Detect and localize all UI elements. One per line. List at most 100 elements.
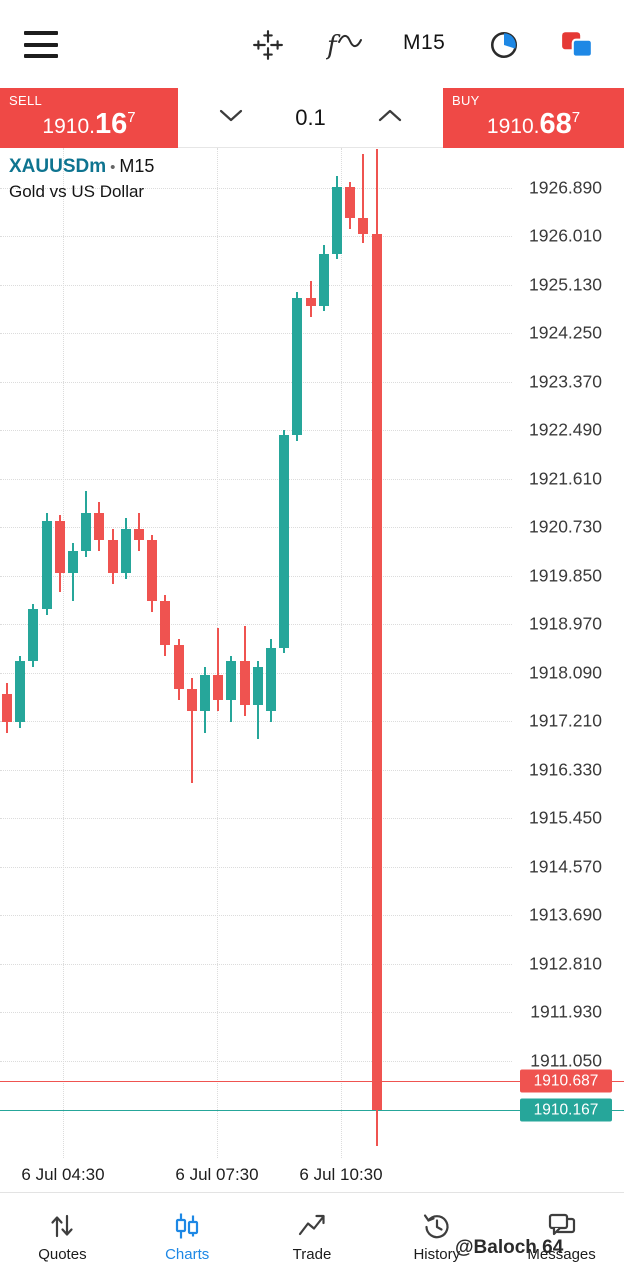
candle-body [54,520,65,574]
symbol-description: Gold vs US Dollar [9,182,145,201]
hamburger-icon [24,42,58,47]
candle-body [2,694,12,722]
gridline-horizontal [0,575,512,577]
chevron-down-icon [219,109,243,122]
gridline-horizontal [0,527,512,529]
candle-body [332,187,342,254]
quotes-icon [51,1214,73,1237]
price-axis-label: 1926.010 [525,225,602,247]
pie-clock-icon [490,31,518,59]
top-toolbar: f M15 [0,0,624,88]
candle-body [68,551,78,574]
lot-decrease-button[interactable] [214,105,248,130]
crosshair-button[interactable] [252,29,284,61]
chart-area: 1926.890 1926.010 1925.130 1924.250 1923.370… [0,148,624,1192]
price-axis-label: 1921.610 [525,468,602,490]
trade-icon [298,1214,325,1235]
price-axis-label: 1911.050 [526,1050,602,1072]
price-axis-label: 1918.090 [525,662,602,684]
indicators-icon: f [325,31,362,61]
gridline-horizontal [0,769,512,771]
nav-item-messages[interactable]: Messages [499,1193,624,1280]
gridline-horizontal [0,1012,512,1014]
sessions-button[interactable] [488,29,520,61]
buy-label: BUY [452,93,480,108]
nav-label: Messages [527,1245,596,1263]
menu-button[interactable] [24,31,58,58]
lot-value[interactable]: 0.1 [295,104,326,130]
candle-body [358,217,369,235]
candle-body [134,529,144,541]
gridline-horizontal [0,430,512,432]
time-axis-label: 6 Jul 07:30 [175,1165,259,1184]
gridline-horizontal [0,236,512,238]
objects-button[interactable] [560,29,593,61]
candle-body [173,644,184,689]
nav-item-charts[interactable]: Charts [125,1193,250,1280]
candle-body [147,540,158,601]
gridline-horizontal [0,188,512,189]
nav-item-trade[interactable]: Trade [250,1193,375,1280]
nav-label: Quotes [38,1245,87,1263]
hamburger-icon [24,54,58,58]
candle-body [107,540,118,574]
price-axis-label: 1915.450 [525,807,602,829]
candle-wick [217,628,220,711]
candle-body [345,187,356,218]
gridline-horizontal [0,721,512,723]
price-axis-label: 1924.250 [525,322,602,344]
lot-increase-button[interactable] [373,105,407,130]
symbol-separator: • [110,159,116,176]
gridline-horizontal [0,478,512,480]
gridline-horizontal [0,866,512,868]
price-tag: 1910.167 [520,1098,612,1122]
candle-body [186,688,197,711]
sell-price: 1910.167 [42,108,136,140]
candle-body [266,647,276,711]
candle-wick [362,154,365,243]
indicators-button[interactable]: f [325,29,364,61]
nav-label: Trade [292,1245,332,1263]
gridline-horizontal [0,915,512,917]
price-line [0,1109,624,1111]
gridline-vertical [63,148,64,1158]
svg-text:f: f [326,31,341,61]
objects-icon [562,32,593,58]
symbol-info[interactable]: XAUUSDm • M15 Gold vs US Dollar [9,156,154,202]
candle-body [239,661,250,706]
bottom-nav: Quotes Charts Trade [0,1192,624,1280]
time-axis: 6 Jul 04:30 6 Jul 07:30 6 Jul 10:30 [0,1158,624,1192]
candle-body [279,435,290,648]
gridline-horizontal [0,818,512,820]
symbol-timeframe: M15 [119,156,155,176]
symbol-line: XAUUSDm • M15 [9,156,154,178]
sell-button[interactable]: SELL 1910.167 [0,88,178,148]
nav-item-quotes[interactable]: Quotes [0,1193,125,1280]
candle-body [28,609,39,662]
crosshair-icon [253,30,283,60]
candle-body [81,512,92,552]
price-axis-label: 1918.970 [525,613,602,635]
gridline-horizontal [0,963,512,965]
price-axis-label: 1913.690 [525,904,602,926]
gridline-horizontal [0,284,512,286]
messages-icon [548,1213,575,1235]
trade-bar: SELL 1910.167 0.1 BUY 1910.687 [0,88,624,148]
candle-body [41,520,52,610]
timeframe-button[interactable]: M15 [403,31,446,54]
nav-item-history[interactable]: History [374,1193,499,1280]
candle-body [213,675,224,700]
price-axis-label: 1911.930 [526,1001,602,1023]
buy-price: 1910.687 [486,108,581,140]
price-axis-label: 1919.850 [525,565,602,587]
lot-control: 0.1 [178,88,443,148]
candle-body [292,297,303,436]
gridline-vertical [341,148,342,1158]
buy-button[interactable]: BUY 1910.687 [443,88,624,148]
candle-body [371,234,382,1110]
charts-icon [176,1213,199,1238]
price-axis-label: 1926.890 [525,177,602,199]
symbol-name: XAUUSDm [9,156,107,177]
chart-canvas[interactable]: 1926.890 1926.010 1925.130 1924.250 1923.370… [0,148,624,1158]
